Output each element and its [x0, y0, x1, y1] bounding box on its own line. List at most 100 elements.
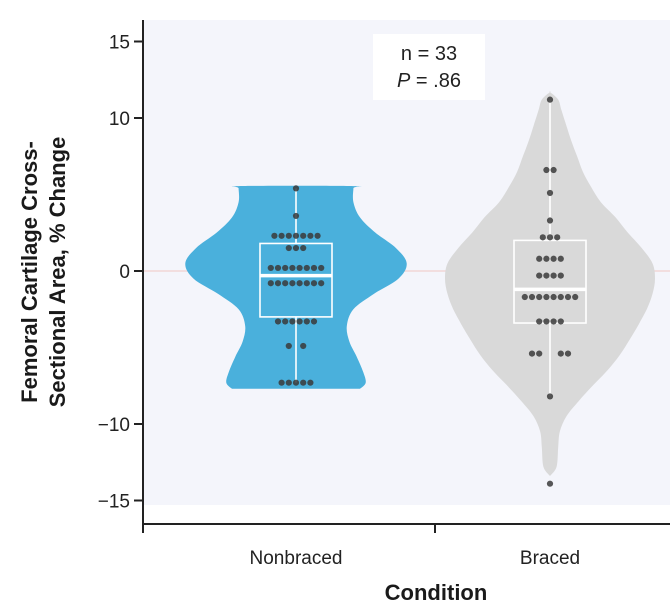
data-point [274, 280, 282, 287]
y-tick-label: 0 [119, 262, 130, 283]
data-point [303, 318, 310, 325]
data-point [521, 293, 528, 301]
data-point [536, 350, 543, 357]
violin-group-nonbraced [185, 185, 407, 389]
data-point [543, 255, 550, 262]
data-point [282, 280, 289, 287]
annotation-n: n = 33 [401, 43, 457, 65]
x-axis-title: Condition [385, 580, 488, 604]
data-point [285, 244, 292, 252]
data-point [543, 166, 550, 174]
data-point [536, 293, 543, 301]
data-point [285, 342, 292, 350]
data-point [300, 232, 307, 239]
data-point [310, 280, 318, 287]
data-point [550, 293, 557, 301]
data-point [307, 232, 314, 239]
annotation: n = 33 P = .86 [373, 34, 485, 100]
data-point [300, 379, 307, 386]
data-point [289, 280, 296, 287]
data-point [303, 280, 310, 287]
data-point [282, 264, 289, 272]
data-point [282, 318, 289, 325]
x-tick-label-nonbraced: Nonbraced [250, 548, 343, 569]
y-tick-label: 10 [109, 109, 130, 130]
data-point [564, 350, 572, 357]
y-axis-title-line1: Femoral Cartilage Cross- [17, 141, 42, 403]
violin-group-braced [445, 91, 655, 487]
data-point [546, 217, 554, 224]
y-axis-title: Femoral Cartilage Cross- Sectional Area,… [17, 137, 70, 408]
data-point [267, 264, 274, 272]
data-point [557, 293, 564, 301]
data-point [274, 264, 282, 272]
annotation-background [373, 34, 485, 100]
violin-nonbraced [185, 185, 407, 389]
data-point [536, 318, 543, 325]
data-point [296, 280, 303, 287]
violin-layer [185, 91, 655, 487]
y-ticks: 15 10 0 −10 −15 [98, 33, 143, 513]
data-point [300, 244, 307, 252]
data-point [546, 234, 554, 241]
y-axis: 15 10 0 −10 −15 [98, 20, 144, 524]
data-point [546, 96, 554, 103]
data-point [536, 272, 543, 279]
data-point [546, 393, 554, 400]
data-point [314, 232, 321, 239]
data-point [528, 350, 536, 357]
data-point [550, 166, 557, 174]
data-point [536, 255, 543, 262]
points-nonbraced [267, 185, 325, 386]
data-point [557, 255, 564, 262]
y-axis-title-line2: Sectional Area, % Change [45, 137, 70, 408]
data-point [292, 232, 300, 239]
data-point [307, 379, 314, 386]
y-tick-label: −15 [98, 492, 130, 513]
annotation-p-letter: P [397, 70, 411, 92]
data-point [546, 480, 554, 487]
data-point [554, 234, 561, 241]
data-point [543, 318, 550, 325]
x-axis: Nonbraced Braced [142, 523, 670, 569]
data-point [528, 293, 536, 301]
data-point [278, 232, 285, 239]
data-point [289, 264, 296, 272]
data-point [289, 318, 296, 325]
data-point [539, 234, 546, 241]
data-point [292, 212, 300, 220]
data-point [271, 232, 278, 239]
data-point [546, 189, 554, 197]
data-point [572, 293, 579, 301]
data-point [310, 318, 318, 325]
data-point [550, 318, 557, 325]
data-point [318, 280, 325, 287]
data-point [278, 379, 285, 386]
data-point [300, 342, 307, 350]
annotation-p-value: = .86 [410, 70, 461, 92]
data-point [557, 272, 564, 279]
y-tick-label: −10 [98, 415, 130, 436]
data-point [543, 293, 550, 301]
data-point [557, 318, 564, 325]
data-point [550, 255, 557, 262]
data-point [543, 272, 550, 279]
data-point [310, 264, 318, 272]
box-nonbraced [259, 242, 333, 318]
data-point [557, 350, 564, 357]
data-point [296, 264, 303, 272]
y-tick-label: 15 [109, 33, 130, 54]
data-point [292, 379, 300, 386]
data-point [550, 272, 557, 279]
data-point [285, 232, 292, 239]
data-point [267, 280, 274, 287]
annotation-p: P = .86 [397, 70, 461, 92]
data-point [296, 318, 303, 325]
violin-braced [445, 91, 655, 476]
data-point [285, 379, 292, 386]
points-braced [521, 96, 579, 487]
data-point [318, 264, 325, 272]
x-tick-label-braced: Braced [520, 548, 580, 569]
data-point [292, 185, 300, 192]
